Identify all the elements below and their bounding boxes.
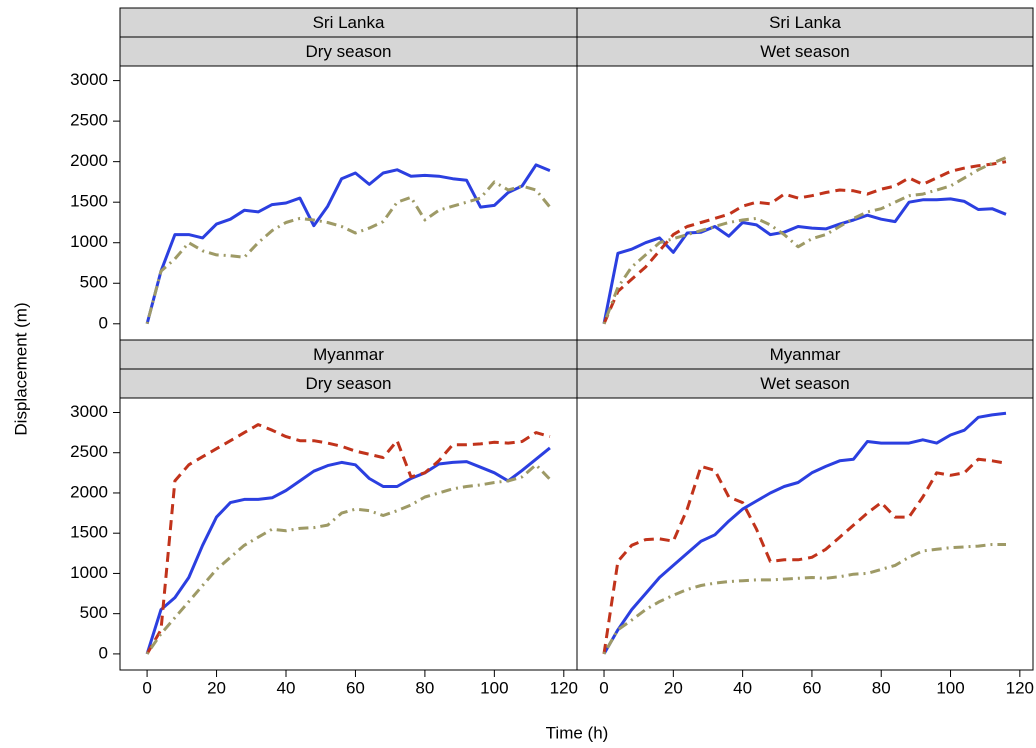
- strip-label: Wet season: [760, 42, 849, 61]
- y-tick-label: 3000: [70, 402, 108, 421]
- y-tick-label: 2000: [70, 151, 108, 170]
- x-tick-label: 120: [550, 678, 578, 697]
- x-tick-label: 100: [936, 678, 964, 697]
- data-line: [602, 156, 1007, 325]
- strip-label: Sri Lanka: [313, 13, 385, 32]
- data-line: [145, 423, 551, 655]
- strip: [576, 339, 1034, 370]
- x-axis-label: Time (h): [546, 723, 609, 742]
- data-line: [602, 543, 1006, 655]
- x-tick-label: 80: [415, 678, 434, 697]
- panel-frame: [576, 397, 1034, 671]
- y-tick-label: 500: [80, 603, 108, 622]
- data-line: [602, 411, 1007, 655]
- data-line: [602, 197, 1007, 325]
- strip: [119, 36, 578, 67]
- strip: [576, 368, 1034, 399]
- data-line: [145, 446, 551, 655]
- y-tick-label: 3000: [70, 70, 108, 89]
- y-tick-label: 2500: [70, 111, 108, 130]
- strip-label: Wet season: [760, 374, 849, 393]
- strip-label: Myanmar: [313, 345, 384, 364]
- x-tick-label: 120: [1006, 678, 1034, 697]
- x-tick-label: 80: [872, 678, 891, 697]
- y-tick-label: 2500: [70, 442, 108, 461]
- y-tick-label: 2000: [70, 482, 108, 501]
- y-tick-label: 1500: [70, 192, 108, 211]
- y-tick-label: 1000: [70, 232, 108, 251]
- data-line: [145, 163, 551, 325]
- data-line: [145, 463, 551, 655]
- panel-frame: [119, 65, 578, 341]
- x-tick-label: 60: [346, 678, 365, 697]
- x-tick-label: 40: [733, 678, 752, 697]
- strip: [576, 36, 1034, 67]
- x-tick-label: 100: [480, 678, 508, 697]
- y-tick-label: 0: [99, 643, 108, 662]
- strip-label: Sri Lanka: [769, 13, 841, 32]
- y-tick-label: 0: [99, 313, 108, 332]
- y-tick-label: 1000: [70, 563, 108, 582]
- data-line: [602, 457, 1007, 655]
- strip-label: Dry season: [306, 42, 392, 61]
- data-line: [602, 160, 1007, 325]
- x-tick-label: 40: [277, 678, 296, 697]
- strip: [119, 7, 578, 38]
- data-line: [145, 180, 552, 325]
- strip-label: Dry season: [306, 374, 392, 393]
- y-tick-label: 1500: [70, 523, 108, 542]
- x-tick-label: 20: [207, 678, 226, 697]
- y-axis-label: Displacement (m): [11, 302, 30, 435]
- x-tick-label: 60: [802, 678, 821, 697]
- x-tick-label: 0: [599, 678, 608, 697]
- y-tick-label: 500: [80, 273, 108, 292]
- strip-label: Myanmar: [770, 345, 841, 364]
- x-tick-label: 0: [142, 678, 151, 697]
- strip: [576, 7, 1034, 38]
- panel-frame: [119, 397, 578, 671]
- x-tick-label: 20: [664, 678, 683, 697]
